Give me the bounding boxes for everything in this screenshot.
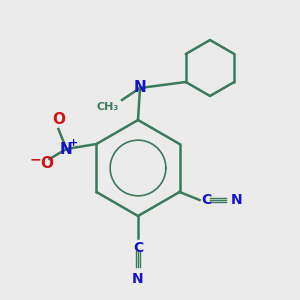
Text: C: C [133,241,143,255]
Text: −: − [30,152,41,166]
Text: CH₃: CH₃ [97,102,119,112]
Text: N: N [231,193,242,207]
Text: N: N [60,142,73,157]
Text: N: N [134,80,146,95]
Text: N: N [132,272,144,286]
Text: +: + [69,138,78,148]
Text: O: O [52,112,65,127]
Text: O: O [40,157,53,172]
Text: C: C [202,193,212,207]
